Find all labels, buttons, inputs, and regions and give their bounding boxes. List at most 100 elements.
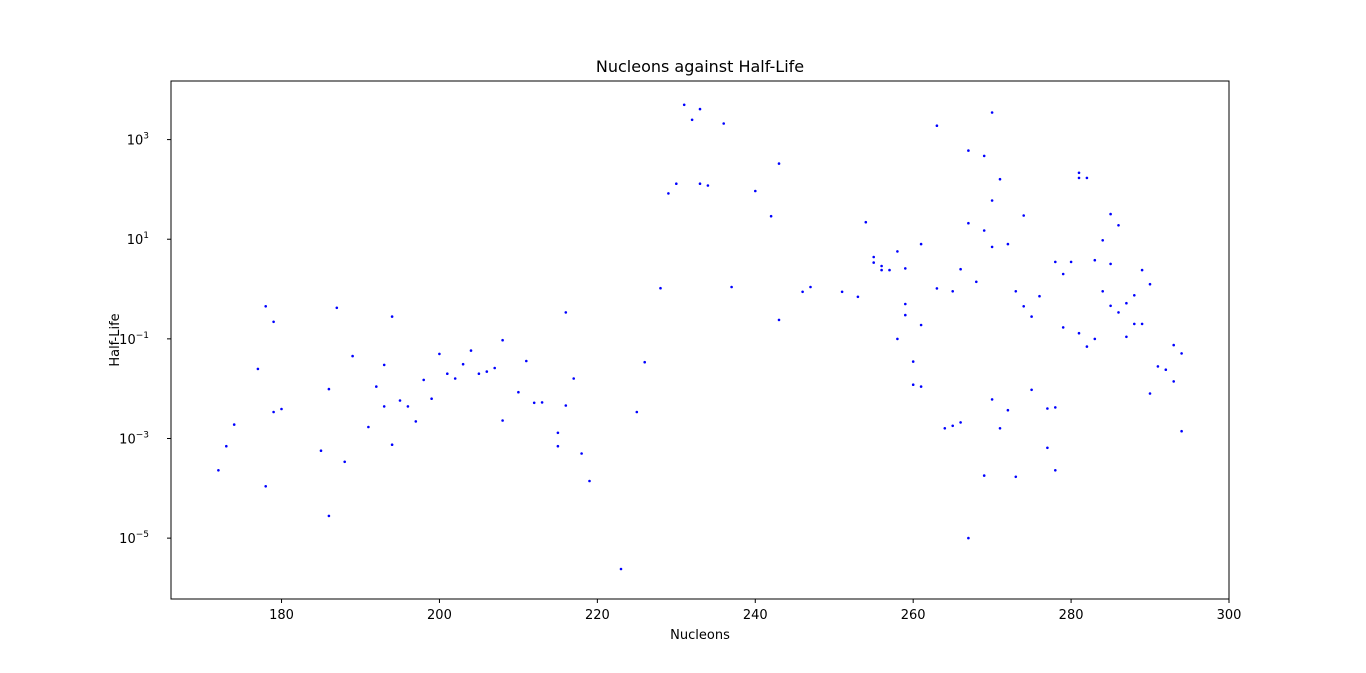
data-point [1156, 365, 1160, 368]
data-point [525, 359, 528, 363]
data-point [335, 306, 339, 310]
data-point [888, 268, 891, 272]
data-point [975, 280, 978, 284]
y-tick-exponent: −1 [136, 331, 149, 341]
data-point [1061, 326, 1065, 329]
y-tick-exponent: −3 [136, 430, 149, 440]
data-point [272, 320, 275, 324]
data-point [690, 118, 694, 122]
data-point [422, 378, 426, 382]
data-point [935, 287, 939, 290]
data-point [1077, 331, 1081, 335]
data-point [1125, 301, 1128, 305]
data-point [343, 460, 347, 464]
x-tick-label: 240 [743, 608, 768, 623]
data-point [398, 399, 402, 402]
y-tick-label: 101 [127, 231, 149, 248]
data-point [264, 485, 268, 488]
x-tick-label: 180 [269, 608, 294, 623]
data-point [319, 449, 323, 453]
data-point [232, 423, 236, 426]
data-point [580, 452, 583, 455]
data-point [777, 162, 781, 165]
data-point [1180, 352, 1183, 355]
data-point [1014, 290, 1018, 293]
data-point [1038, 294, 1041, 298]
data-point [1054, 260, 1057, 264]
x-tick-label: 220 [585, 608, 610, 623]
data-point [935, 124, 939, 127]
data-point [461, 362, 465, 366]
data-point [1046, 407, 1049, 410]
data-point [675, 182, 678, 185]
data-point [1101, 290, 1104, 293]
data-point [1164, 368, 1168, 372]
data-point [856, 295, 860, 299]
data-point [501, 338, 504, 342]
y-tick-exponent: 3 [143, 132, 149, 142]
x-tick-label: 280 [1059, 608, 1084, 623]
data-point [982, 154, 986, 158]
data-point [682, 103, 686, 107]
data-point [1140, 268, 1144, 272]
data-point [446, 372, 449, 376]
plot-frame [170, 80, 1230, 600]
data-point [1077, 176, 1081, 180]
data-point [967, 536, 970, 540]
data-point [390, 315, 394, 318]
data-point [990, 398, 994, 401]
data-point [1069, 260, 1073, 264]
data-point [1172, 380, 1175, 383]
data-points [217, 103, 1183, 571]
data-point [722, 122, 725, 125]
x-tick-label: 200 [427, 608, 452, 623]
data-point [1077, 171, 1081, 175]
data-point [1093, 258, 1097, 262]
data-point [1140, 322, 1144, 326]
data-point [635, 410, 639, 414]
data-point [1030, 388, 1033, 392]
data-point [1148, 282, 1152, 286]
data-point [501, 419, 504, 422]
chart-title: Nucleons against Half-Life [596, 57, 804, 76]
data-point [367, 425, 370, 429]
data-point [777, 318, 781, 322]
data-point [390, 443, 394, 447]
data-point [564, 404, 568, 407]
data-point [382, 405, 386, 408]
data-point [943, 427, 947, 430]
data-point [1014, 475, 1018, 479]
data-point [872, 261, 875, 264]
data-point [1117, 311, 1120, 314]
data-point [1022, 214, 1025, 217]
data-point [564, 311, 568, 314]
data-point [982, 229, 986, 232]
data-point [919, 323, 923, 327]
data-point [951, 290, 954, 293]
data-point [430, 397, 433, 401]
data-point [872, 255, 875, 259]
data-point [1125, 335, 1128, 339]
data-point [904, 302, 907, 306]
y-tick-exponent: 1 [143, 231, 149, 241]
data-point [1133, 294, 1136, 297]
data-point [698, 182, 702, 185]
data-point [532, 401, 536, 405]
data-point [351, 354, 354, 358]
data-point [880, 268, 883, 272]
data-point [990, 245, 994, 249]
data-point [1046, 446, 1049, 450]
data-point [1006, 408, 1010, 412]
x-tick-label: 300 [1217, 608, 1242, 623]
y-tick-label: 103 [127, 132, 149, 149]
data-point [951, 424, 954, 428]
data-point [1109, 262, 1112, 266]
data-point [438, 352, 441, 356]
data-point [1109, 212, 1112, 216]
data-point [911, 360, 915, 363]
data-point [375, 385, 378, 388]
data-point [959, 421, 962, 424]
data-point [698, 107, 702, 111]
data-point [896, 250, 899, 253]
